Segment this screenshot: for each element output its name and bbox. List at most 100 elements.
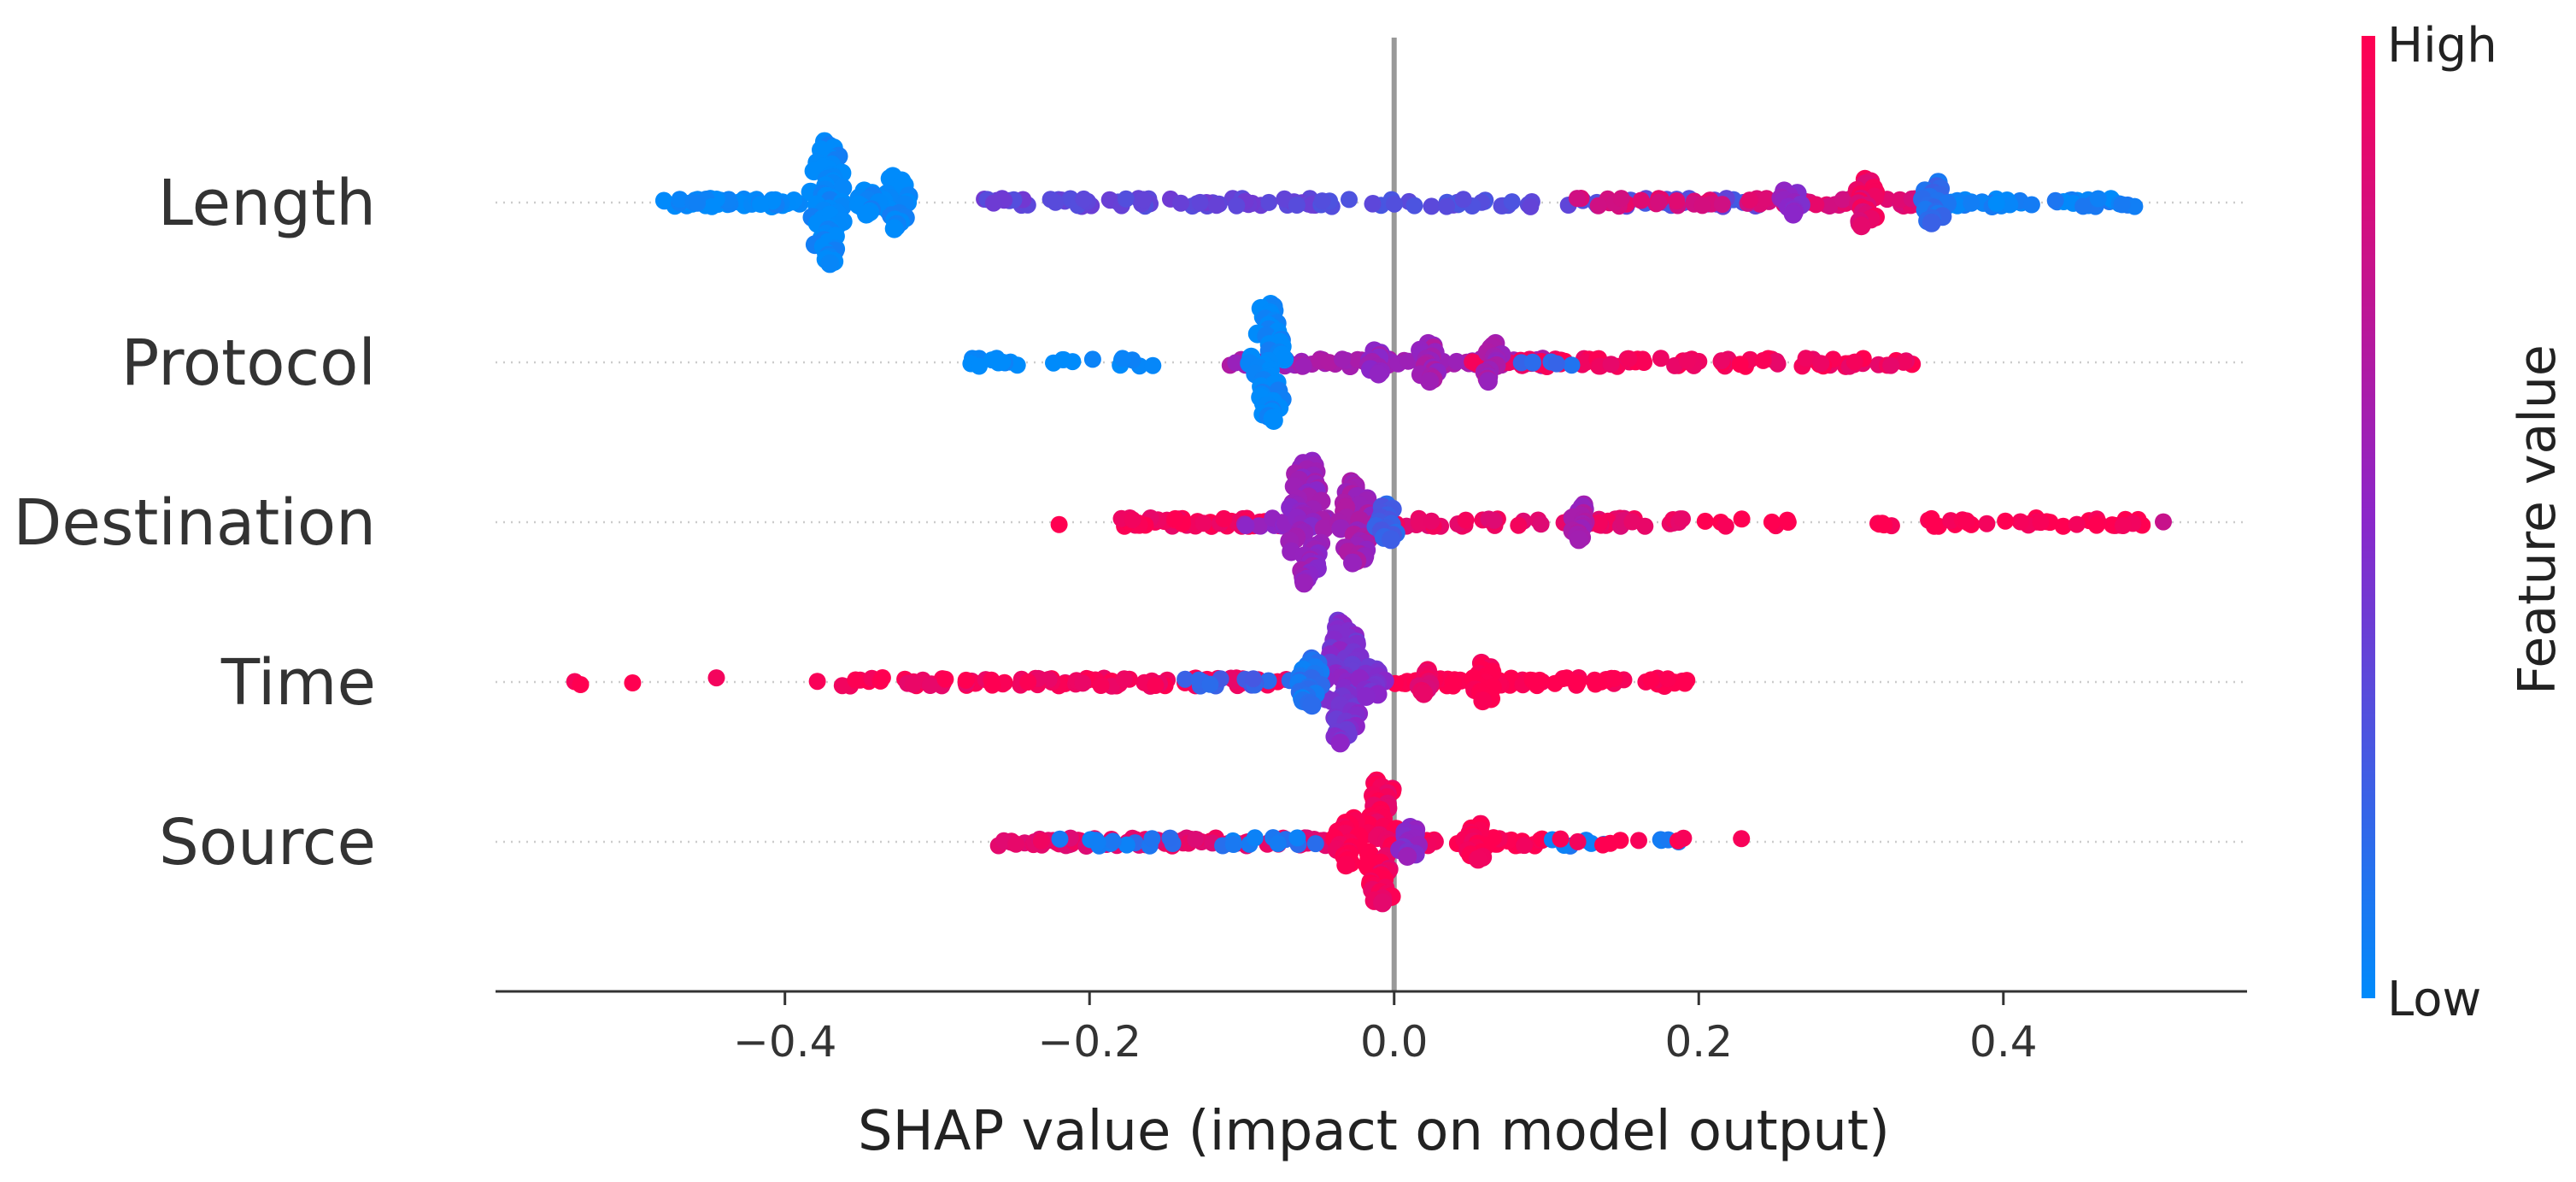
dot-destination bbox=[1716, 517, 1734, 535]
dot-length bbox=[719, 191, 737, 209]
dot-length bbox=[1075, 190, 1093, 208]
dot-source bbox=[1469, 850, 1488, 869]
dot-destination bbox=[1166, 509, 1184, 527]
x-tick-label: 0.0 bbox=[1360, 1017, 1429, 1067]
dot-time bbox=[847, 671, 865, 689]
dot-protocol bbox=[1754, 351, 1772, 369]
dot-time bbox=[1259, 672, 1277, 690]
shap-dots bbox=[566, 132, 2172, 913]
dot-length bbox=[1135, 191, 1153, 209]
dot-length bbox=[1172, 194, 1189, 212]
dot-destination bbox=[1510, 516, 1528, 534]
dot-time bbox=[871, 672, 889, 690]
dot-protocol bbox=[1812, 355, 1830, 373]
dot-protocol bbox=[1523, 353, 1541, 371]
dot-time bbox=[1659, 670, 1676, 688]
dot-destination bbox=[1343, 553, 1362, 573]
dot-length bbox=[1757, 190, 1775, 208]
dot-destination bbox=[1250, 517, 1268, 535]
dot-time bbox=[1201, 675, 1219, 693]
dot-time bbox=[1528, 677, 1546, 695]
dot-length bbox=[857, 204, 876, 224]
dot-source bbox=[1051, 830, 1069, 848]
dot-source bbox=[1336, 856, 1356, 875]
dot-time bbox=[1115, 670, 1133, 688]
dot-destination bbox=[1997, 512, 2015, 530]
dot-protocol bbox=[1227, 354, 1245, 372]
dot-protocol bbox=[1547, 355, 1565, 373]
dot-source bbox=[1552, 830, 1570, 848]
dot-length bbox=[1405, 197, 1423, 215]
dot-destination bbox=[1294, 573, 1314, 593]
dot-protocol bbox=[1620, 350, 1638, 368]
dot-length bbox=[655, 191, 672, 209]
dot-protocol bbox=[1399, 352, 1417, 370]
dot-length bbox=[1454, 191, 1472, 209]
dot-time bbox=[1414, 684, 1434, 703]
dot-time bbox=[572, 676, 590, 693]
dot-protocol bbox=[1882, 356, 1900, 374]
dot-length bbox=[2074, 197, 2092, 215]
dot-time bbox=[1302, 696, 1322, 715]
dot-length bbox=[1386, 195, 1403, 213]
dot-length bbox=[1740, 191, 1758, 209]
dot-protocol bbox=[1563, 356, 1581, 374]
dot-protocol bbox=[1478, 372, 1498, 391]
dot-length bbox=[2113, 196, 2131, 214]
dot-source bbox=[1569, 832, 1587, 850]
dot-length bbox=[1783, 204, 1803, 224]
dot-time bbox=[1558, 669, 1576, 687]
dot-length bbox=[1834, 191, 1851, 209]
dot-source bbox=[1246, 829, 1264, 847]
feature-labels: Length Protocol Destination Time Source bbox=[13, 167, 376, 879]
dot-length bbox=[1568, 190, 1586, 208]
dot-time bbox=[921, 677, 939, 694]
dot-length bbox=[1207, 197, 1225, 215]
dot-source bbox=[1007, 835, 1025, 853]
dot-length bbox=[1423, 197, 1441, 215]
dot-protocol bbox=[1652, 350, 1669, 368]
x-axis-ticks: −0.4 −0.2 0.0 0.2 0.4 bbox=[733, 991, 2038, 1067]
dot-length bbox=[884, 219, 904, 238]
dot-length bbox=[1288, 197, 1306, 214]
dot-destination bbox=[2032, 514, 2050, 532]
dot-destination bbox=[1485, 511, 1503, 529]
dot-length bbox=[2046, 191, 2064, 209]
dot-length bbox=[1693, 197, 1711, 215]
dot-protocol bbox=[1264, 411, 1283, 430]
dot-destination bbox=[1978, 515, 1996, 532]
dot-source bbox=[1306, 835, 1324, 853]
colorbar bbox=[2362, 36, 2375, 998]
dot-time bbox=[1019, 673, 1037, 691]
dot-time bbox=[707, 669, 725, 687]
dot-destination bbox=[1532, 515, 1550, 533]
dot-destination bbox=[1763, 513, 1781, 531]
x-axis-title: SHAP value (impact on model output) bbox=[858, 1100, 1890, 1163]
dot-destination bbox=[1382, 530, 1400, 550]
dot-source bbox=[1187, 831, 1205, 848]
x-tick-label: −0.2 bbox=[1038, 1017, 1141, 1067]
dot-destination bbox=[1124, 511, 1141, 529]
dot-source bbox=[1630, 832, 1647, 850]
dot-length bbox=[703, 197, 721, 215]
dot-time bbox=[624, 674, 642, 691]
colorbar-high-label: High bbox=[2387, 18, 2497, 74]
dot-length bbox=[2022, 196, 2040, 214]
dot-source bbox=[1104, 832, 1122, 850]
dot-destination bbox=[1194, 515, 1212, 532]
dot-length bbox=[1047, 193, 1065, 211]
dot-length bbox=[1438, 197, 1456, 215]
dot-length bbox=[1632, 191, 1650, 209]
dot-protocol bbox=[1731, 356, 1749, 373]
dot-source bbox=[1161, 829, 1179, 847]
dot-source bbox=[1088, 833, 1106, 851]
dot-source bbox=[1118, 836, 1135, 854]
dot-destination bbox=[1050, 515, 1068, 533]
dot-length bbox=[1821, 197, 1839, 215]
dot-length bbox=[2001, 196, 2019, 214]
dot-destination bbox=[1423, 512, 1441, 530]
dot-time bbox=[983, 676, 1001, 694]
dot-protocol bbox=[1294, 357, 1312, 375]
dot-length bbox=[1987, 195, 2005, 213]
